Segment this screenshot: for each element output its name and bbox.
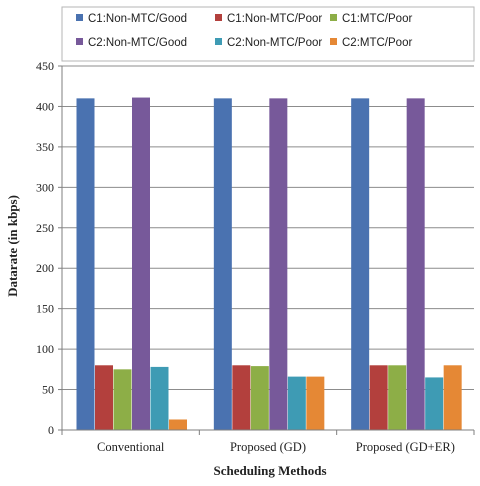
legend-swatch	[76, 14, 83, 21]
bar	[425, 377, 444, 430]
legend-label: C2:MTC/Poor	[342, 37, 412, 49]
bar	[443, 365, 462, 430]
x-category-labels: Conventional Proposed (GD) Proposed (GD+ER…	[97, 440, 455, 454]
bar	[306, 376, 325, 430]
legend-label: C2:Non-MTC/Poor	[227, 37, 322, 49]
bar	[269, 98, 288, 430]
legend-box	[61, 6, 475, 62]
axes	[61, 66, 475, 435]
y-tick-label: 350	[36, 140, 54, 154]
y-tick-label: 400	[36, 99, 54, 113]
y-tick-label: 0	[48, 423, 54, 437]
y-axis-title: Datarate (in kbps)	[5, 195, 20, 297]
bar	[113, 369, 132, 430]
legend-label: C2:Non-MTC/Good	[88, 37, 187, 49]
bar	[287, 376, 306, 430]
x-category-label: Proposed (GD+ER)	[356, 440, 455, 454]
bar	[150, 366, 169, 430]
legend-swatch	[330, 38, 337, 45]
y-tick-label: 150	[36, 302, 54, 316]
y-tick-label: 300	[36, 180, 54, 194]
bar	[406, 98, 425, 430]
legend-label: C1:MTC/Poor	[342, 13, 412, 25]
bar	[351, 98, 370, 430]
x-axis-title: Scheduling Methods	[213, 463, 326, 478]
bar	[369, 365, 388, 430]
x-category-label: Conventional	[97, 440, 165, 454]
bar	[132, 97, 150, 431]
legend-swatch	[76, 38, 83, 45]
y-tick-label: 450	[36, 59, 54, 73]
y-tick-label: 200	[36, 261, 54, 275]
legend: C1:Non-MTC/Good C1:Non-MTC/Poor C1:MTC/Poo…	[76, 13, 412, 49]
bar	[250, 366, 269, 430]
legend-swatch	[215, 14, 222, 21]
bar	[232, 365, 251, 430]
bar	[95, 365, 113, 430]
bar	[169, 419, 187, 430]
x-category-label: Proposed (GD)	[230, 440, 306, 454]
legend-label: C1:Non-MTC/Good	[88, 13, 187, 25]
bar	[388, 365, 407, 430]
legend-swatch	[330, 14, 337, 21]
y-tick-label: 250	[36, 221, 54, 235]
y-tick-label: 50	[42, 383, 54, 397]
legend-label: C1:Non-MTC/Poor	[227, 13, 322, 25]
y-tick-label: 100	[36, 342, 54, 356]
bar	[213, 98, 232, 430]
bar	[76, 98, 95, 430]
legend-swatch	[215, 38, 222, 45]
bars	[76, 97, 462, 431]
y-tick-labels: 0 50 100 150 200 250 300 350 400 450	[36, 59, 54, 437]
